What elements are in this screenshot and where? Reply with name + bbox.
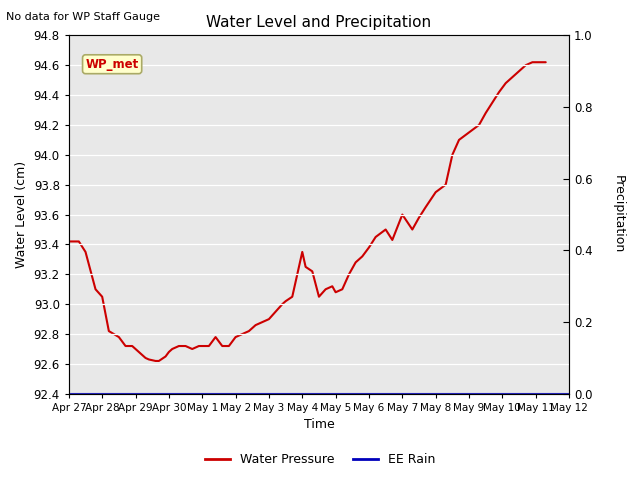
X-axis label: Time: Time — [303, 419, 334, 432]
Text: No data for WP Staff Gauge: No data for WP Staff Gauge — [6, 12, 161, 22]
Legend: Water Pressure, EE Rain: Water Pressure, EE Rain — [200, 448, 440, 471]
Title: Water Level and Precipitation: Water Level and Precipitation — [206, 15, 431, 30]
Text: WP_met: WP_met — [86, 58, 139, 71]
Y-axis label: Precipitation: Precipitation — [612, 176, 625, 254]
Y-axis label: Water Level (cm): Water Level (cm) — [15, 161, 28, 268]
